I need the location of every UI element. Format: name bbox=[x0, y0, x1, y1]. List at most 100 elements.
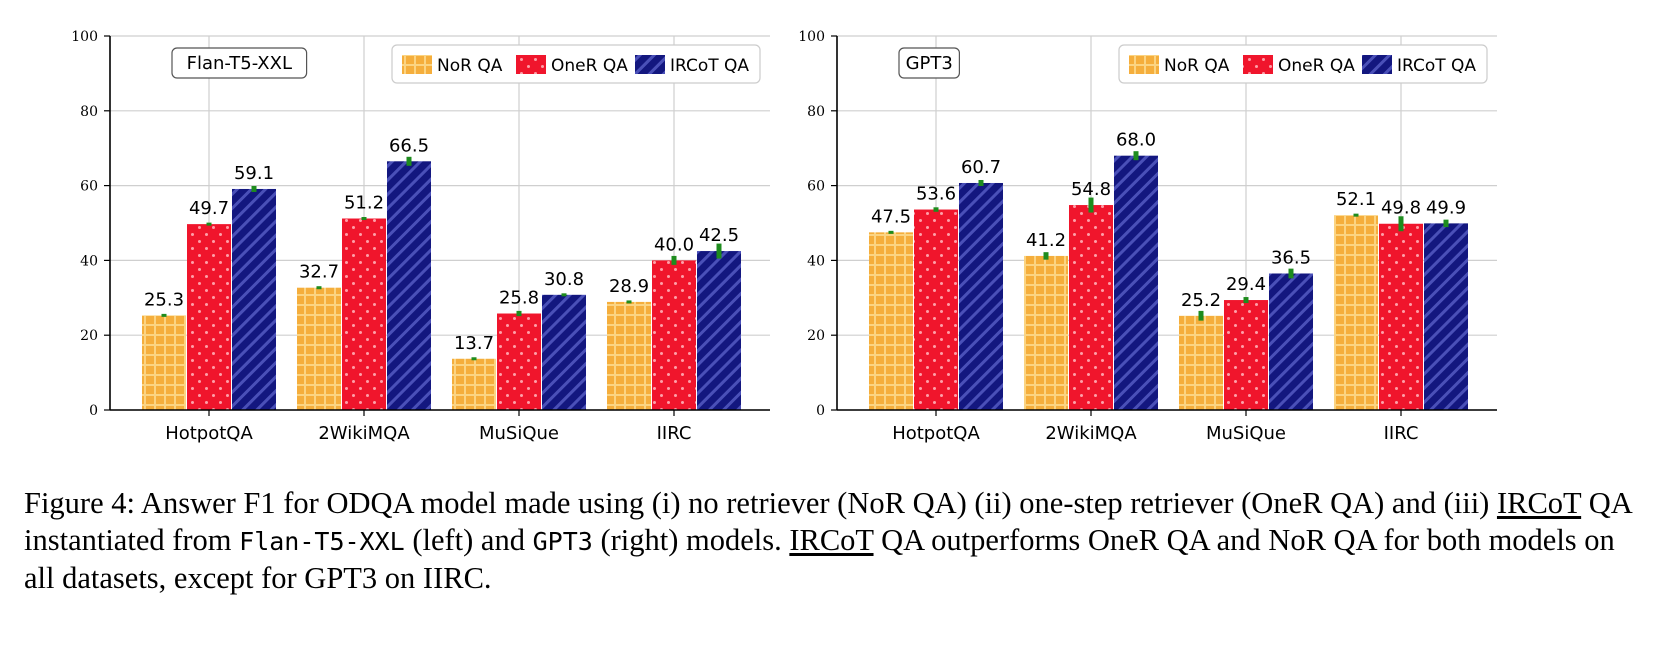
bar-ircot-qa-hotpotqa bbox=[959, 182, 1003, 410]
x-tick-label-hotpotqa: HotpotQA bbox=[892, 423, 980, 444]
x-tick-label-2wikimqa: 2WikiMQA bbox=[1045, 423, 1137, 444]
data-label-ircot-qa-iirc: 49.9 bbox=[1426, 197, 1466, 218]
caption-model-1: Flan-T5-XXL bbox=[239, 527, 405, 556]
legend-swatch-ircot-qa bbox=[1362, 55, 1392, 74]
error-bar-oner-qa-iirc bbox=[671, 255, 677, 265]
data-label-nor-qa-iirc: 52.1 bbox=[1336, 189, 1376, 210]
y-tick-label: 100 bbox=[71, 29, 98, 45]
bar-oner-qa-musique bbox=[1224, 300, 1268, 410]
error-bar-ircot-qa-hotpotqa bbox=[251, 185, 257, 192]
data-label-ircot-qa-hotpotqa: 59.1 bbox=[234, 163, 274, 184]
error-bar-nor-qa-hotpotqa bbox=[888, 230, 894, 234]
caption-text-2: QA instantiated from bbox=[24, 486, 1632, 557]
y-tick-label: 20 bbox=[807, 328, 825, 344]
data-label-ircot-qa-musique: 36.5 bbox=[1271, 247, 1311, 268]
data-label-nor-qa-2wikimqa: 32.7 bbox=[299, 262, 339, 283]
error-bar-oner-qa-iirc bbox=[1398, 216, 1404, 232]
chart-panel-gpt3: 0 20 40 60 80 100 47.5 41.2 25.2 52.1 53.6 54.8 29.4… bbox=[798, 29, 1497, 444]
bar-oner-qa-iirc bbox=[652, 260, 696, 410]
model-label-text: GPT3 bbox=[906, 53, 953, 74]
error-bar-ircot-qa-musique bbox=[1288, 268, 1294, 279]
figure-charts: 0 20 40 60 80 100 25.3 32.7 13.7 28.9 49.7 51.2 25.8… bbox=[71, 29, 1497, 444]
data-label-oner-qa-hotpotqa: 49.7 bbox=[189, 198, 229, 219]
data-label-oner-qa-musique: 25.8 bbox=[499, 288, 539, 309]
error-bar-nor-qa-musique bbox=[1198, 310, 1204, 321]
y-tick-label: 20 bbox=[80, 328, 98, 344]
bar-oner-qa-hotpotqa bbox=[187, 224, 231, 410]
y-tick-label: 80 bbox=[807, 104, 825, 120]
bar-nor-qa-iirc bbox=[607, 301, 651, 410]
caption-text-5: QA outperforms OneR QA and NoR QA for bo… bbox=[24, 523, 1615, 595]
y-tick-label: 100 bbox=[798, 29, 825, 45]
error-bar-oner-qa-hotpotqa bbox=[933, 207, 939, 212]
x-tick-label-iirc: IIRC bbox=[1384, 423, 1419, 444]
data-label-oner-qa-iirc: 40.0 bbox=[654, 234, 694, 255]
error-bar-nor-qa-iirc bbox=[626, 300, 632, 304]
bar-ircot-qa-musique bbox=[542, 294, 586, 410]
y-tick-label: 40 bbox=[807, 253, 825, 269]
bar-nor-qa-musique bbox=[1179, 315, 1223, 410]
error-bar-oner-qa-2wikimqa bbox=[1088, 197, 1094, 213]
data-label-oner-qa-musique: 29.4 bbox=[1226, 274, 1266, 295]
bar-nor-qa-hotpotqa bbox=[869, 232, 913, 410]
error-bar-ircot-qa-hotpotqa bbox=[978, 179, 984, 186]
x-tick-label-musique: MuSiQue bbox=[1206, 423, 1286, 444]
legend-label-oner-qa: OneR QA bbox=[551, 56, 628, 76]
data-label-oner-qa-2wikimqa: 54.8 bbox=[1071, 179, 1111, 200]
x-tick-label-iirc: IIRC bbox=[657, 423, 692, 444]
y-tick-label: 0 bbox=[89, 403, 98, 419]
data-label-nor-qa-hotpotqa: 25.3 bbox=[144, 289, 184, 310]
legend: NoR QA OneR QA IRCoT QA bbox=[391, 44, 761, 84]
caption-text-1: Figure 4: Answer F1 for ODQA model made … bbox=[24, 486, 1497, 520]
data-label-ircot-qa-hotpotqa: 60.7 bbox=[961, 157, 1001, 178]
bar-oner-qa-iirc bbox=[1379, 223, 1423, 410]
caption-ircot-2: IRCoT bbox=[789, 523, 874, 557]
legend-label-ircot-qa: IRCoT QA bbox=[1397, 56, 1476, 76]
data-label-nor-qa-2wikimqa: 41.2 bbox=[1026, 230, 1066, 251]
y-tick-label: 80 bbox=[80, 104, 98, 120]
y-tick-label: 0 bbox=[816, 403, 825, 419]
data-label-ircot-qa-iirc: 42.5 bbox=[699, 225, 739, 246]
caption-text-4: (right) models. bbox=[592, 523, 790, 557]
error-bar-nor-qa-2wikimqa bbox=[316, 286, 322, 290]
error-bar-ircot-qa-musique bbox=[561, 293, 567, 297]
bar-ircot-qa-2wikimqa bbox=[387, 161, 431, 410]
bar-ircot-qa-hotpotqa bbox=[232, 188, 276, 410]
data-label-nor-qa-hotpotqa: 47.5 bbox=[871, 206, 911, 227]
x-tick-label-hotpotqa: HotpotQA bbox=[165, 423, 253, 444]
error-bar-oner-qa-hotpotqa bbox=[206, 222, 212, 226]
figure-caption: Figure 4: Answer F1 for ODQA model made … bbox=[24, 485, 1644, 597]
bar-oner-qa-2wikimqa bbox=[1069, 205, 1113, 410]
model-label-box bbox=[898, 47, 961, 79]
x-tick-label-musique: MuSiQue bbox=[479, 423, 559, 444]
legend-swatch-oner-qa bbox=[1243, 55, 1273, 74]
data-label-nor-qa-iirc: 28.9 bbox=[609, 276, 649, 297]
legend-label-nor-qa: NoR QA bbox=[1164, 56, 1230, 76]
legend-swatch-ircot-qa bbox=[635, 55, 665, 74]
error-bar-ircot-qa-iirc bbox=[1443, 219, 1449, 228]
bar-nor-qa-2wikimqa bbox=[297, 287, 341, 410]
bar-nor-qa-musique bbox=[452, 358, 496, 410]
legend: NoR QA OneR QA IRCoT QA bbox=[1118, 44, 1488, 84]
bar-ircot-qa-iirc bbox=[1424, 223, 1468, 410]
data-label-nor-qa-musique: 25.2 bbox=[1181, 290, 1221, 311]
caption-text-3: (left) and bbox=[404, 523, 533, 557]
legend-swatch-nor-qa bbox=[402, 55, 432, 74]
bar-ircot-qa-iirc bbox=[697, 251, 741, 410]
legend-swatch-nor-qa bbox=[1129, 55, 1159, 74]
data-label-ircot-qa-2wikimqa: 68.0 bbox=[1116, 130, 1156, 151]
legend-label-nor-qa: NoR QA bbox=[437, 56, 503, 76]
model-label: Flan-T5-XXL bbox=[171, 47, 308, 79]
model-label-box bbox=[171, 47, 308, 79]
data-label-oner-qa-iirc: 49.8 bbox=[1381, 198, 1421, 219]
bar-nor-qa-iirc bbox=[1334, 215, 1378, 410]
x-tick-label-2wikimqa: 2WikiMQA bbox=[318, 423, 410, 444]
y-tick-label: 60 bbox=[80, 179, 98, 195]
error-bar-nor-qa-musique bbox=[471, 357, 477, 361]
legend-swatch-oner-qa bbox=[516, 55, 546, 74]
data-label-oner-qa-2wikimqa: 51.2 bbox=[344, 193, 384, 214]
legend-label-ircot-qa: IRCoT QA bbox=[670, 56, 749, 76]
bar-nor-qa-hotpotqa bbox=[142, 315, 186, 410]
error-bar-ircot-qa-2wikimqa bbox=[1133, 151, 1139, 161]
bar-oner-qa-2wikimqa bbox=[342, 218, 386, 410]
